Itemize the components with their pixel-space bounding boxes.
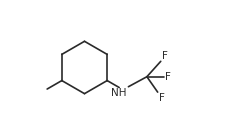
Text: F: F (162, 51, 168, 61)
Text: F: F (165, 72, 171, 82)
Text: NH: NH (111, 88, 127, 98)
Text: F: F (159, 93, 165, 103)
